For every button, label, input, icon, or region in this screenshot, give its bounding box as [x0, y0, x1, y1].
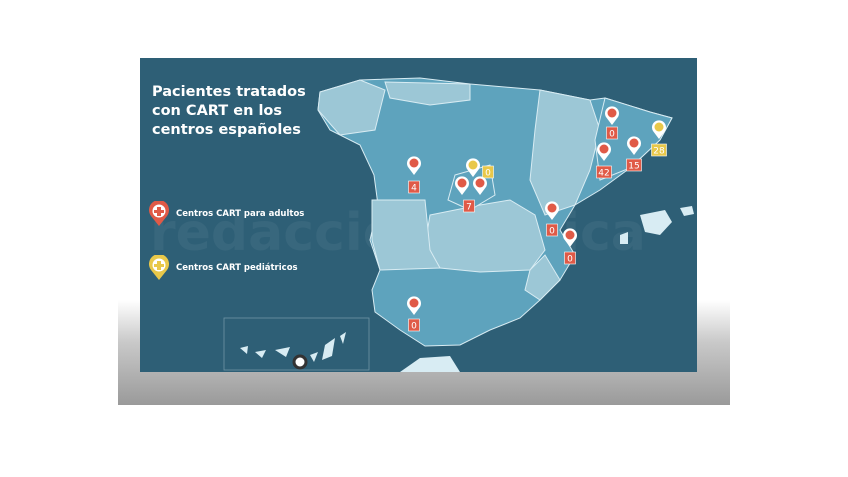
pediatric-center-pin-icon: [149, 255, 169, 280]
value-badge: [651, 143, 667, 157]
adult-center-pin-icon: [563, 228, 577, 247]
value-badge: [482, 165, 494, 179]
pediatric-center-pin-icon: [465, 158, 480, 177]
adult-center-pin-icon: [605, 106, 620, 125]
value-label: 0: [567, 255, 573, 265]
value-badge: [626, 158, 642, 172]
value-label: 0: [411, 322, 417, 332]
value-label: 4: [411, 184, 417, 194]
value-label: 0: [609, 130, 615, 140]
value-badge: [408, 180, 420, 194]
legend-label: Centros CART pediátricos: [176, 263, 298, 273]
value-badge: [546, 223, 558, 237]
adult-center-pin-icon: [407, 296, 422, 315]
value-badge: [596, 165, 612, 179]
region-murcia: [524, 254, 561, 301]
adult-center-pin-icon: [149, 201, 169, 226]
value-label: 0: [549, 227, 555, 237]
legend-label: Centros CART para adultos: [176, 209, 305, 219]
pediatric-center-pin-icon: [652, 120, 666, 139]
adult-center-pin-icon: [545, 201, 559, 220]
value-label: 7: [466, 203, 472, 213]
value-badge: [408, 318, 420, 332]
balearic-islands: [620, 206, 694, 244]
adult-center-pin-icon: [597, 142, 611, 161]
region-cantabria: [384, 81, 471, 106]
value-badge: [606, 126, 618, 140]
value-label: 28: [653, 147, 665, 157]
north-africa: [400, 356, 460, 372]
value-label: 15: [628, 162, 639, 172]
value-label: 42: [598, 169, 609, 179]
page-title: Pacientes tratados con CART en los centr…: [152, 84, 306, 138]
canary-islands: [240, 332, 346, 362]
value-badge: [463, 199, 475, 213]
legend-item-adults: Centros CART para adultos: [148, 201, 304, 227]
region-aragon: [529, 89, 601, 216]
canary-pin-icon: [292, 354, 308, 370]
region-galicia: [317, 79, 386, 136]
spain-map: 0 28 15 42 0 7 4 0 0 0: [223, 77, 694, 372]
legend-item-pediatric: Centros CART pediátricos: [148, 255, 298, 281]
value-label: 0: [485, 169, 491, 179]
adult-center-pin-icon: [407, 156, 421, 175]
value-badge: [564, 251, 576, 265]
canary-inset: [223, 317, 370, 371]
adult-center-pin-icon: [455, 176, 488, 195]
adult-center-pin-icon: [626, 136, 641, 155]
region-extremadura: [371, 199, 441, 271]
